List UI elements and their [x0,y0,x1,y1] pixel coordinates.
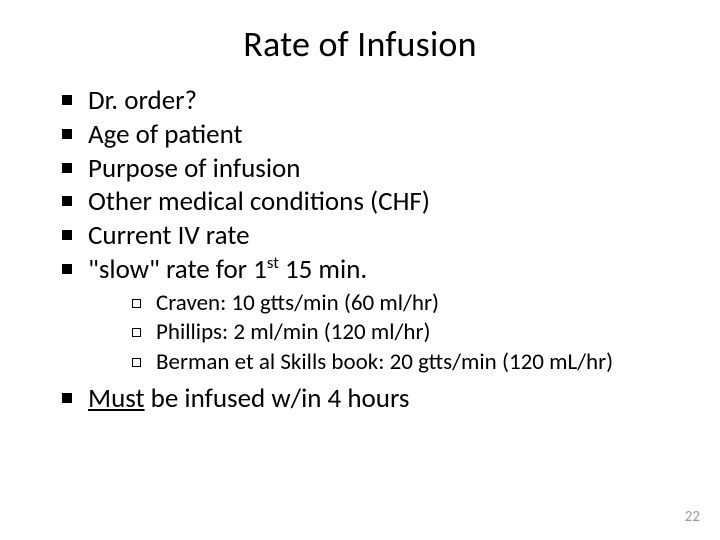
list-item: Berman et al Skills book: 20 gtts/min (1… [132,348,670,378]
list-item-text: Age of patient [88,118,243,151]
list-item-rest: be infused w/in 4 hours [145,382,410,415]
list-item-text: Other medical conditions (CHF) [88,185,430,218]
list-item: Age of patient [60,118,670,152]
list-item: Craven: 10 gtts/min (60 ml/hr) [132,289,670,319]
underlined-text: Must [88,382,145,415]
page-number: 22 [685,508,700,526]
list-item-text: Current IV rate [88,219,250,252]
list-item-text: Dr. order? [88,84,197,117]
list-item-text: Berman et al Skills book: 20 gtts/min (1… [156,348,613,376]
list-item: Other medical conditions (CHF) [60,185,670,219]
list-item: Purpose of infusion [60,152,670,186]
slide-title: Rate of Infusion [50,22,670,66]
list-item-text: Phillips: 2 ml/min (120 ml/hr) [156,318,430,346]
bullet-list-level1: Dr. order? Age of patient Purpose of inf… [50,84,670,416]
list-item: "slow" rate for 1st 15 min. Craven: 10 g… [60,253,670,378]
list-item: Must be infused w/in 4 hours [60,382,670,416]
list-item-text: Purpose of infusion [88,152,300,185]
list-item-suffix: 15 min. [279,253,367,286]
list-item: Current IV rate [60,219,670,253]
list-item: Phillips: 2 ml/min (120 ml/hr) [132,318,670,348]
list-item-prefix: "slow" rate for 1 [88,253,267,286]
list-item-text: Craven: 10 gtts/min (60 ml/hr) [156,289,439,317]
bullet-list-level2: Craven: 10 gtts/min (60 ml/hr) Phillips:… [88,289,670,379]
list-item: Dr. order? [60,84,670,118]
superscript: st [267,253,279,273]
slide: Rate of Infusion Dr. order? Age of patie… [0,0,720,540]
